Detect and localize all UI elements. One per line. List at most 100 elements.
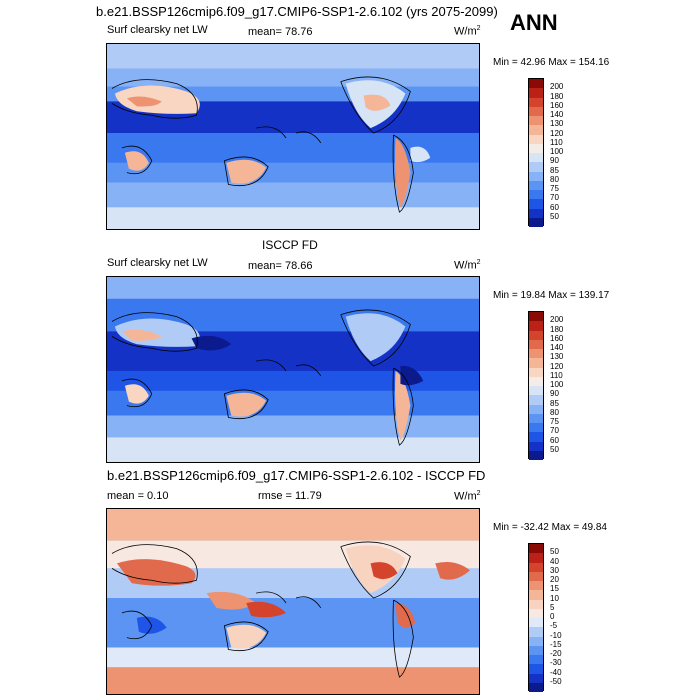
colorbar-strip	[528, 543, 544, 692]
colorbar-tick-label: 200	[550, 315, 564, 325]
colorbar-swatch	[529, 441, 543, 451]
colorbar-tick-label: 140	[550, 343, 564, 352]
panel2-minmax: Min = 19.84 Max = 139.17	[493, 290, 610, 301]
colorbar-swatch	[529, 330, 543, 340]
colorbar-swatch	[529, 116, 543, 126]
colorbar-swatch	[529, 180, 543, 190]
colorbar-swatch	[529, 590, 543, 600]
colorbar-swatch	[529, 88, 543, 98]
colorbar-swatch	[529, 618, 543, 628]
panel2-heading: ISCCP FD	[262, 238, 318, 252]
season-label: ANN	[510, 10, 558, 35]
colorbar-swatch	[529, 386, 543, 396]
panel1-variable: Surf clearsky net LW	[107, 24, 208, 36]
figure-title: b.e21.BSSP126cmip6.f09_g17.CMIP6-SSP1-2.…	[96, 4, 498, 19]
panel1-mean: mean= 78.76	[248, 26, 313, 38]
colorbar-tick-label: 75	[550, 417, 559, 426]
panel3-units: W/m2	[454, 490, 481, 503]
colorbar-strip	[528, 78, 544, 227]
panel2-variable: Surf clearsky net LW	[107, 257, 208, 269]
colorbar-tick-label: 50	[550, 547, 559, 557]
colorbar-tick-label: 30	[550, 565, 559, 575]
colorbar-swatch	[529, 655, 543, 665]
colorbar-swatch	[529, 312, 543, 322]
colorbar-tick-label: 60	[550, 202, 559, 212]
colorbar-tick-label: 50	[550, 444, 559, 454]
colorbar-tick-label: 50	[550, 211, 559, 221]
colorbar-tick-label: -50	[550, 676, 562, 686]
colorbar-swatch	[529, 208, 543, 218]
colorbar-swatch	[529, 636, 543, 646]
panel1-minmax: Min = 42.96 Max = 154.16	[493, 57, 610, 68]
colorbar-swatch	[529, 553, 543, 563]
colorbar-tick-label: 5	[550, 602, 555, 612]
colorbar-swatch	[529, 199, 543, 209]
colorbar-swatch	[529, 562, 543, 572]
colorbar-tick-label: -10	[550, 630, 562, 640]
colorbar-tick-label: -15	[550, 639, 562, 649]
colorbar-swatch	[529, 571, 543, 581]
colorbar-swatch	[529, 171, 543, 181]
colorbar-tick-label: 75	[550, 184, 559, 193]
colorbar-swatch	[529, 349, 543, 359]
colorbar-swatch	[529, 134, 543, 144]
panel1-units: W/m2	[454, 25, 481, 38]
colorbar-swatch	[529, 162, 543, 172]
colorbar-swatch	[529, 627, 543, 637]
colorbar-swatch	[529, 358, 543, 368]
colorbar-tick-label: 180	[550, 324, 564, 334]
colorbar-swatch	[529, 599, 543, 609]
colorbar-swatch	[529, 376, 543, 386]
map-observation	[106, 276, 480, 463]
panel2-mean: mean= 78.66	[248, 260, 313, 272]
panel3-mean: mean = 0.10	[107, 490, 169, 502]
colorbar-difference: 50 40 30 20 15 10 5 0 -5 -10 -15 -20 -30 -40 -50	[528, 543, 588, 692]
colorbar-swatch	[529, 673, 543, 683]
colorbar-swatch	[529, 664, 543, 674]
colorbar-tick-label: 160	[550, 100, 564, 110]
colorbar-swatch	[529, 125, 543, 135]
colorbar-tick-label: 120	[550, 361, 564, 371]
colorbar-tick-label: 0	[550, 612, 555, 621]
colorbar-tick-label: 80	[550, 407, 559, 417]
colorbar-swatch	[529, 544, 543, 554]
colorbar-tick-label: 100	[550, 380, 564, 389]
colorbar-swatch	[529, 432, 543, 442]
colorbar-tick-label: -5	[550, 621, 558, 631]
colorbar-swatch	[529, 106, 543, 116]
colorbar-tick-label: 200	[550, 82, 564, 92]
colorbar-tick-label: 100	[550, 147, 564, 156]
colorbar-tick-label: 80	[550, 174, 559, 184]
colorbar-tick-label: 85	[550, 398, 559, 408]
colorbar-tick-label: 130	[550, 352, 564, 362]
colorbar-tick-label: 110	[550, 370, 563, 380]
colorbar-swatch	[529, 413, 543, 423]
colorbar-tick-label: 10	[550, 593, 559, 603]
colorbar-swatch	[529, 395, 543, 405]
colorbar-swatch	[529, 404, 543, 414]
colorbar-swatch	[529, 608, 543, 618]
colorbar-swatch	[529, 143, 543, 153]
colorbar-tick-label: -40	[550, 667, 562, 677]
panel3-heading: b.e21.BSSP126cmip6.f09_g17.CMIP6-SSP1-2.…	[107, 468, 486, 483]
colorbar-tick-label: 40	[550, 556, 559, 566]
colorbar-swatch	[529, 645, 543, 655]
colorbar-observation: 200 180 160 140 130 120 110 100 90 85 80 75 70 60 50	[528, 311, 588, 460]
colorbar-tick-label: 120	[550, 128, 564, 138]
colorbar-tick-label: -20	[550, 649, 562, 658]
colorbar-swatch	[529, 153, 543, 163]
colorbar-strip	[528, 311, 544, 460]
panel2-units: W/m2	[454, 259, 481, 272]
panel3-rmse: rmse = 11.79	[258, 490, 322, 502]
colorbar-tick-label: 90	[550, 156, 559, 166]
colorbar-tick-label: 140	[550, 110, 564, 119]
colorbar-swatch	[529, 423, 543, 433]
colorbar-tick-label: 160	[550, 333, 564, 343]
colorbar-tick-label: 85	[550, 165, 559, 175]
colorbar-tick-label: 70	[550, 193, 559, 203]
colorbar-tick-label: 90	[550, 389, 559, 399]
colorbar-swatch	[529, 217, 543, 227]
colorbar-swatch	[529, 339, 543, 349]
colorbar-model: 200 180 160 140 130 120 110 100 90 85 80 75 70 60 50	[528, 78, 588, 227]
colorbar-swatch	[529, 97, 543, 107]
